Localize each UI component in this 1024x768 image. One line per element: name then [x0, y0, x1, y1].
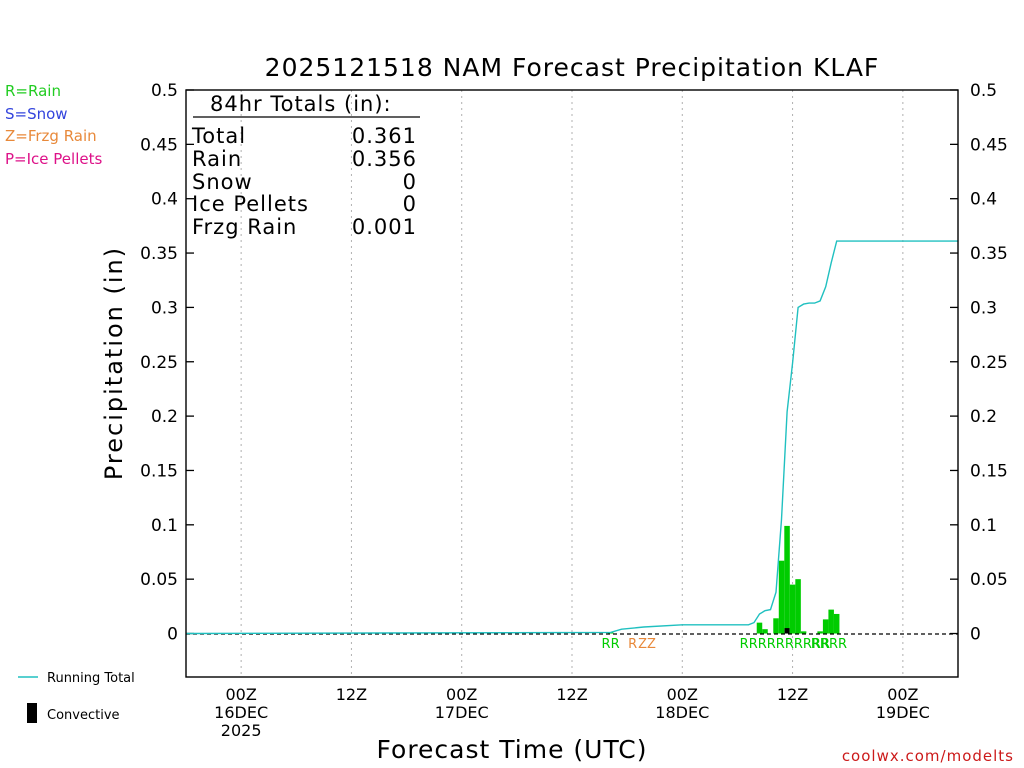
y-tick-label: 0.2 — [970, 407, 997, 427]
y-tick-label: 0 — [167, 625, 178, 645]
ptype-label: RR — [602, 637, 620, 652]
totals-label-ice-pellets: Ice Pellets — [192, 192, 309, 216]
totals-value-total: 0.361 — [352, 124, 417, 148]
y-tick-label: 0.4 — [970, 190, 997, 210]
convective-bars — [784, 628, 790, 634]
y-tick-label: 0.3 — [151, 298, 178, 318]
y-tick-labels-right: 0 0.05 0.1 0.15 0.2 0.25 0.3 0.35 0.4 0.45 0.5 — [950, 81, 1008, 645]
precip-bar — [762, 629, 768, 634]
series-legend: Running Total Convective — [18, 671, 135, 723]
y-tick-label: 0.05 — [970, 570, 1008, 590]
ptype-key: R=Rain S=Snow Z=Frzg Rain P=Ice Pellets — [5, 82, 102, 168]
totals-value-rain: 0.356 — [352, 147, 417, 171]
x-tick-label: 12Z — [777, 685, 808, 704]
x-tick-label: 12Z — [556, 685, 587, 704]
precip-bar — [817, 631, 823, 634]
plot-frame — [185, 89, 959, 678]
totals-label-rain: Rain — [192, 147, 242, 171]
convective-legend-label: Convective — [47, 708, 120, 723]
totals-label-total: Total — [191, 124, 246, 148]
ptype-label: RRRRRRRRRR — [740, 637, 830, 652]
precip-bar — [828, 609, 834, 634]
x-tick-label: 12Z — [336, 685, 367, 704]
y-tick-label: 0.1 — [151, 516, 178, 536]
x-grid-lines — [240, 90, 904, 677]
precip-bar — [789, 584, 796, 634]
ptype-key-rain: R=Rain — [5, 82, 61, 100]
ptype-label: RRRR — [811, 637, 847, 652]
ptype-label: R — [628, 637, 637, 652]
x-tick-label: 19DEC — [876, 703, 930, 722]
totals-label-frzg-rain: Frzg Rain — [192, 215, 297, 239]
y-tick-label: 0.15 — [970, 461, 1008, 481]
y-tick-labels-left: 0 0.05 0.1 0.15 0.2 0.25 0.3 0.35 0.4 0.45 0.5 — [140, 81, 194, 645]
y-tick-label: 0.25 — [140, 353, 178, 373]
x-tick-label: 16DEC — [214, 703, 268, 722]
y-tick-label: 0.45 — [970, 135, 1008, 155]
convective-legend-swatch — [27, 703, 37, 723]
y-tick-label: 0.5 — [151, 81, 178, 101]
precip-bar — [800, 631, 807, 634]
x-tick-label: 2025 — [221, 721, 262, 740]
y-tick-label: 0 — [970, 625, 981, 645]
x-tick-label: 18DEC — [655, 703, 709, 722]
x-axis-label: Forecast Time (UTC) — [377, 735, 648, 764]
totals-box: 84hr Totals (in): Total 0.361 Rain 0.356… — [191, 92, 420, 239]
y-tick-label: 0.25 — [970, 353, 1008, 373]
y-tick-label: 0.35 — [970, 244, 1008, 264]
ptype-key-snow: S=Snow — [5, 105, 68, 123]
totals-value-snow: 0 — [403, 170, 417, 194]
totals-label-snow: Snow — [192, 170, 253, 194]
running-total-legend-label: Running Total — [47, 671, 135, 686]
totals-header: 84hr Totals (in): — [210, 92, 392, 116]
totals-value-frzg-rain: 0.001 — [352, 215, 417, 239]
x-tick-label: 00Z — [446, 685, 477, 704]
ptype-label: ZZ — [638, 637, 656, 652]
y-tick-label: 0.35 — [140, 244, 178, 264]
x-tick-label: 00Z — [667, 685, 698, 704]
y-axis-label: Precipitation (in) — [100, 246, 128, 480]
ptype-key-ice-pellets: P=Ice Pellets — [5, 150, 102, 168]
y-tick-label: 0.45 — [140, 135, 178, 155]
y-tick-label: 0.1 — [970, 516, 997, 536]
x-tick-label: 00Z — [887, 685, 918, 704]
precip-bar — [795, 579, 801, 634]
y-tick-label: 0.05 — [140, 570, 178, 590]
precip-bar — [756, 622, 763, 634]
precip-bar — [778, 560, 785, 634]
precip-bars — [607, 525, 840, 634]
totals-value-ice-pellets: 0 — [403, 192, 417, 216]
precip-bar — [773, 618, 779, 634]
x-tick-label: 17DEC — [435, 703, 489, 722]
precip-bar — [833, 613, 840, 634]
convective-bar — [784, 628, 790, 634]
chart-title: 2025121518 NAM Forecast Precipitation KL… — [265, 53, 880, 82]
source-credit: coolwx.com/modelts — [842, 747, 1014, 765]
running-total-line — [185, 240, 958, 635]
y-tick-label: 0.2 — [151, 407, 178, 427]
precip-bar — [822, 619, 829, 634]
ptype-key-frzg-rain: Z=Frzg Rain — [5, 127, 97, 145]
y-tick-label: 0.4 — [151, 190, 178, 210]
precip-bar — [784, 525, 790, 634]
y-tick-label: 0.15 — [140, 461, 178, 481]
x-tick-label: 00Z — [225, 685, 256, 704]
y-tick-label: 0.3 — [970, 298, 997, 318]
y-tick-label: 0.5 — [970, 81, 997, 101]
